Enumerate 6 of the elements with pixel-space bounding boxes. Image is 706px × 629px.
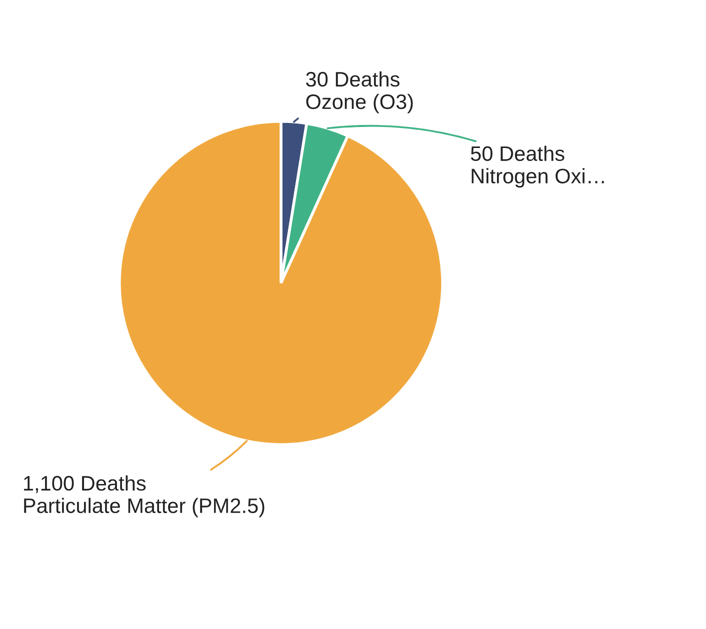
data-label: 1,100 Deaths xyxy=(24,475,146,494)
data-label: 50 Deaths xyxy=(470,146,564,162)
slice-label: Nitrogen Oxi… xyxy=(472,168,604,188)
data-label: 30 Deaths xyxy=(306,71,400,87)
slice-label: Ozone (O3) xyxy=(306,94,413,114)
slice-label: Particulate Matter (PM2.5) xyxy=(24,498,264,518)
